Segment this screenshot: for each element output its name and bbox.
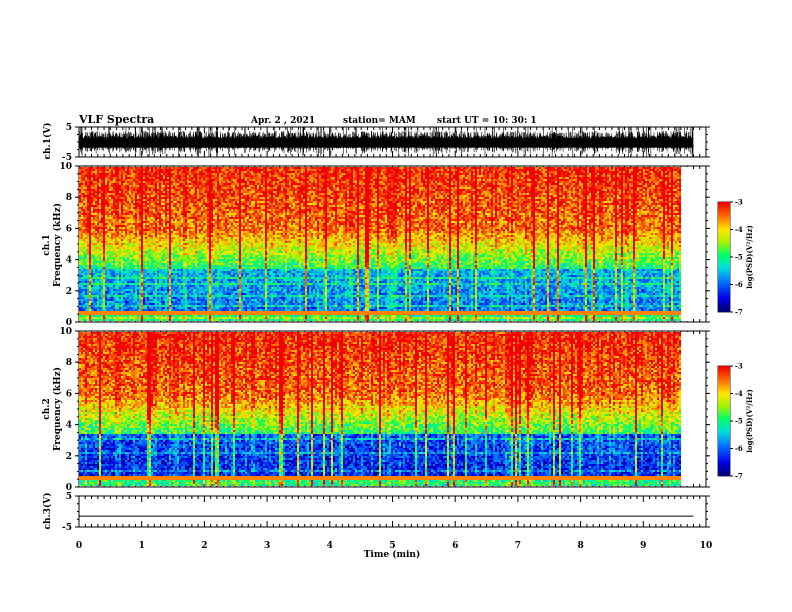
xaxis-tick-label: 8 xyxy=(577,541,583,551)
waveform-ch3-ytick-label: 5 xyxy=(66,492,72,502)
spectrogram-ch2-ytick-label: 4 xyxy=(66,421,72,431)
spectrogram-ch2-ytick-label: 8 xyxy=(66,358,72,368)
header-start-time: start UT = 10: 30: 1 xyxy=(437,116,537,126)
xaxis-tick-label: 3 xyxy=(264,541,270,551)
waveform-ch3-panel: 5 -5 xyxy=(62,492,710,533)
spectrogram-ch1-ytick-label: 4 xyxy=(66,256,72,266)
spectrogram-ch1-ytick-label: 6 xyxy=(66,224,72,234)
spectrogram-ch2-ytick-label: 0 xyxy=(66,483,72,493)
spectrogram-ch2-ytick-label: 10 xyxy=(59,327,72,337)
xaxis-tick-label: 2 xyxy=(201,541,207,551)
colorbar-ch1-tick-label: -6 xyxy=(735,280,743,289)
xaxis-tick-label: 9 xyxy=(640,541,646,551)
xaxis-tick-label: 7 xyxy=(515,541,521,551)
colorbar-ch1-tick-label: -4 xyxy=(735,225,743,234)
colorbar-ch2-tick-label: -3 xyxy=(735,362,743,371)
colorbar-ch2-tick-label: -7 xyxy=(735,472,743,481)
figure-title: VLF Spectra xyxy=(78,113,154,126)
xaxis-label: Time (min) xyxy=(364,549,421,560)
waveform-ch1-ytick-label: 5 xyxy=(66,123,72,133)
colorbar-ch1-image xyxy=(718,202,730,312)
colorbar-ch1-tick-label: -7 xyxy=(735,308,743,317)
waveform-ch1-trace xyxy=(78,127,694,157)
waveform-ch1-panel: 5 -5 xyxy=(62,123,710,163)
xaxis-tick-label: 10 xyxy=(700,541,713,551)
xaxis-tick-label: 4 xyxy=(327,541,333,551)
spectrogram-ch1-ytick-label: 10 xyxy=(59,162,72,172)
spectrogram-ch2-image xyxy=(79,332,693,486)
spectrogram-ch1-image xyxy=(79,167,693,321)
xaxis-tick-label: 1 xyxy=(139,541,145,551)
colorbar-ch2-tick-label: -6 xyxy=(735,444,743,453)
time-axis: 0 1 2 3 4 5 6 7 8 9 10 xyxy=(76,541,712,551)
spectrogram-ch2-ytick-label: 2 xyxy=(66,452,72,462)
spectrogram-ch2-ytick-label: 6 xyxy=(66,389,72,399)
ylabel-ch1-frequency: Frequency (kHz) xyxy=(52,203,63,287)
colorbar-ch1-tick-label: -5 xyxy=(735,253,743,262)
ylabel-ch2-frequency: Frequency (kHz) xyxy=(52,367,63,451)
xaxis-tick-label: 0 xyxy=(76,541,82,551)
waveform-ch3-ytick-label: -5 xyxy=(62,523,72,533)
header-station: station= MAM xyxy=(343,116,416,126)
spectrogram-ch1-ytick-label: 2 xyxy=(66,287,72,297)
colorbar-ch2-tick-label: -5 xyxy=(735,417,743,426)
ylabel-ch1-channel: ch.1 xyxy=(42,234,52,255)
colorbar-ch1-label: log(PSD)(V²/Hz) xyxy=(745,225,754,289)
waveform-ch1-ytick-label: -5 xyxy=(62,153,72,163)
xaxis-tick-label: 6 xyxy=(452,541,458,551)
colorbar-ch2-image xyxy=(718,366,730,476)
colorbar-ch2-tick-label: -4 xyxy=(735,389,743,398)
spectrogram-ch1-ytick-label: 0 xyxy=(66,318,72,328)
ylabel-ch1-waveform: ch.1(V) xyxy=(42,123,53,160)
colorbar-ch1-tick-label: -3 xyxy=(735,198,743,207)
colorbar-ch2-label: log(PSD)(V²/Hz) xyxy=(745,389,754,453)
ylabel-ch2-channel: ch.2 xyxy=(42,398,52,419)
header-date: Apr. 2 , 2021 xyxy=(250,116,315,126)
ylabel-ch3-waveform: ch.3(V) xyxy=(42,493,53,530)
spectrogram-ch1-ytick-label: 8 xyxy=(66,193,72,203)
xaxis-tick-label: 5 xyxy=(389,541,395,551)
